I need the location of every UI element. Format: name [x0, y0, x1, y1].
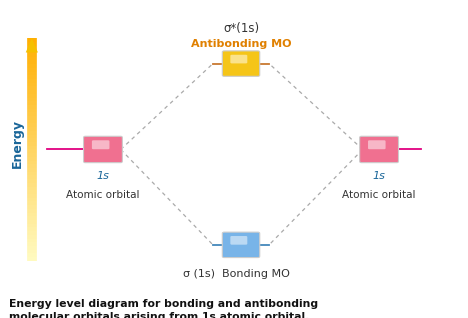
FancyBboxPatch shape — [222, 51, 260, 76]
FancyBboxPatch shape — [230, 236, 247, 245]
FancyBboxPatch shape — [230, 55, 247, 63]
Text: Energy level diagram for bonding and antibonding
molecular orbitals arising from: Energy level diagram for bonding and ant… — [9, 299, 319, 318]
FancyBboxPatch shape — [368, 140, 386, 149]
Text: 1s: 1s — [96, 171, 110, 181]
Text: Atomic orbital: Atomic orbital — [342, 190, 416, 200]
Text: σ*(1s): σ*(1s) — [223, 22, 259, 35]
Polygon shape — [26, 38, 38, 52]
Text: 1s: 1s — [373, 171, 386, 181]
Text: Atomic orbital: Atomic orbital — [66, 190, 140, 200]
Text: σ (1s)  Bonding MO: σ (1s) Bonding MO — [183, 269, 290, 279]
FancyBboxPatch shape — [84, 136, 122, 162]
FancyBboxPatch shape — [360, 136, 399, 162]
Text: Energy: Energy — [11, 119, 24, 168]
Text: Antibonding MO: Antibonding MO — [191, 39, 291, 49]
FancyBboxPatch shape — [92, 140, 110, 149]
FancyBboxPatch shape — [222, 232, 260, 258]
